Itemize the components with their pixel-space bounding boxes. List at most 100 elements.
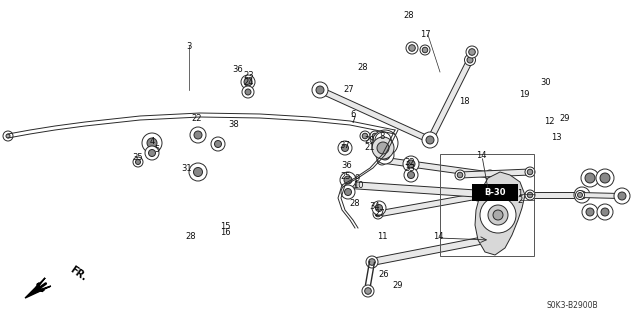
Circle shape [618, 194, 623, 198]
Circle shape [378, 136, 392, 150]
Circle shape [487, 172, 493, 178]
Circle shape [338, 141, 352, 155]
Circle shape [404, 168, 418, 182]
Circle shape [493, 189, 504, 201]
Circle shape [422, 47, 428, 53]
Circle shape [190, 127, 206, 143]
Text: 6: 6 [351, 110, 356, 119]
Circle shape [585, 173, 595, 183]
Polygon shape [319, 87, 431, 143]
Circle shape [614, 188, 630, 204]
Text: 4: 4 [150, 137, 155, 146]
Circle shape [242, 86, 254, 98]
Circle shape [473, 191, 483, 201]
Circle shape [244, 78, 252, 86]
Circle shape [424, 134, 436, 146]
Polygon shape [350, 182, 498, 198]
Text: 20: 20 [365, 137, 375, 145]
Text: 14: 14 [476, 151, 486, 160]
Text: 15: 15 [220, 222, 230, 231]
Circle shape [369, 259, 375, 265]
Circle shape [407, 160, 415, 168]
Text: 13: 13 [552, 133, 562, 142]
Circle shape [492, 235, 499, 241]
Circle shape [577, 193, 582, 197]
Circle shape [574, 187, 590, 203]
Circle shape [317, 87, 323, 93]
Text: 23: 23 [243, 71, 253, 80]
Circle shape [586, 208, 594, 216]
Circle shape [600, 173, 610, 183]
Circle shape [582, 204, 598, 220]
Text: S0K3-B2900B: S0K3-B2900B [546, 301, 598, 310]
Circle shape [362, 285, 374, 297]
Bar [440, 154, 534, 256]
Text: 37: 37 [339, 141, 349, 150]
Polygon shape [25, 278, 51, 298]
Text: 21: 21 [365, 143, 375, 152]
Text: 8: 8 [380, 132, 385, 141]
Text: 38: 38 [228, 120, 239, 129]
Circle shape [193, 167, 202, 176]
Text: 36: 36 [233, 65, 243, 74]
Text: 18: 18 [459, 97, 469, 106]
Circle shape [408, 172, 415, 179]
Circle shape [597, 204, 613, 220]
Polygon shape [428, 59, 473, 141]
Circle shape [147, 138, 157, 148]
Polygon shape [580, 192, 620, 198]
Polygon shape [378, 193, 479, 217]
Circle shape [424, 135, 435, 145]
Circle shape [316, 86, 324, 94]
Circle shape [377, 155, 387, 165]
Polygon shape [475, 172, 525, 255]
Circle shape [426, 136, 434, 144]
Circle shape [189, 163, 207, 181]
Circle shape [194, 131, 202, 139]
Circle shape [372, 137, 394, 159]
Circle shape [341, 185, 355, 199]
Circle shape [467, 57, 473, 63]
Text: 33: 33 [404, 164, 415, 173]
Circle shape [136, 160, 141, 165]
Circle shape [488, 205, 508, 225]
Circle shape [527, 192, 532, 198]
Circle shape [468, 49, 476, 55]
Circle shape [525, 167, 535, 177]
Text: 22: 22 [192, 114, 202, 123]
Circle shape [575, 190, 585, 200]
Circle shape [245, 89, 251, 95]
Circle shape [314, 84, 326, 96]
Circle shape [406, 42, 418, 54]
Text: B-30: B-30 [484, 188, 506, 197]
Circle shape [427, 137, 433, 143]
Circle shape [380, 150, 390, 160]
Circle shape [360, 131, 370, 141]
Text: 10: 10 [353, 181, 364, 189]
Text: 34: 34 [370, 202, 380, 211]
Circle shape [148, 150, 156, 157]
Circle shape [375, 211, 381, 217]
Circle shape [575, 190, 584, 199]
Circle shape [427, 137, 433, 143]
Circle shape [489, 232, 501, 244]
Text: 27: 27 [375, 209, 385, 218]
Text: 30: 30 [540, 78, 550, 87]
Circle shape [422, 132, 438, 148]
Circle shape [376, 146, 394, 164]
Text: 26: 26 [379, 271, 389, 279]
Circle shape [581, 169, 599, 187]
Text: 25: 25 [340, 172, 351, 181]
Text: 28: 28 [349, 199, 360, 208]
Polygon shape [371, 234, 495, 265]
Circle shape [476, 193, 481, 199]
Text: 7: 7 [351, 116, 356, 125]
Text: 12: 12 [544, 117, 554, 126]
Text: 19: 19 [520, 90, 530, 99]
Circle shape [465, 55, 476, 65]
Polygon shape [530, 192, 580, 198]
Text: 2: 2 [517, 196, 522, 205]
Text: 28: 28 [357, 63, 367, 72]
Text: 24: 24 [243, 78, 253, 87]
Text: 16: 16 [220, 228, 230, 237]
